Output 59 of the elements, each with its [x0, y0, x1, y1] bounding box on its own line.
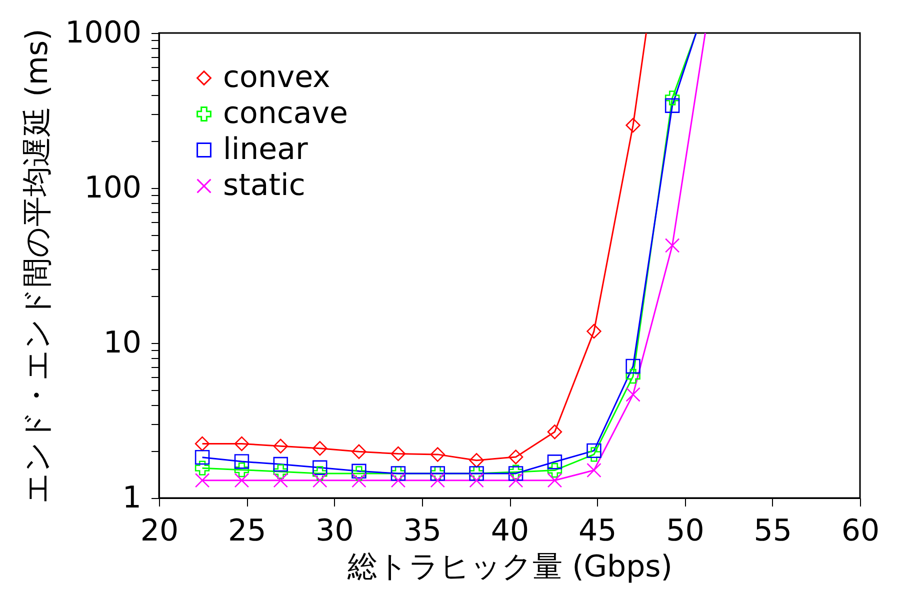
point	[664, 90, 680, 106]
point	[352, 444, 366, 460]
point	[194, 460, 210, 476]
point	[234, 454, 250, 469]
point	[194, 450, 210, 465]
point	[626, 118, 640, 133]
y-axis-title: エンド・エンド間の平均遅延 (ms)	[20, 28, 56, 504]
point	[547, 472, 562, 488]
point	[352, 472, 366, 488]
point	[626, 358, 640, 374]
point	[312, 472, 328, 488]
point	[234, 436, 250, 452]
point	[430, 472, 446, 488]
y-tick-label: 10	[103, 326, 142, 360]
point	[312, 441, 328, 456]
point	[390, 472, 406, 488]
point	[234, 462, 250, 478]
x-axis-title: 総トラヒック量 (Gbps)	[346, 550, 672, 584]
point	[626, 368, 640, 384]
y-tick-label: 1000	[65, 16, 142, 50]
point	[273, 438, 288, 454]
point	[586, 443, 602, 458]
y-tick-label: 1	[122, 480, 142, 516]
point	[194, 472, 210, 488]
point	[547, 424, 562, 440]
legend-label: linear	[223, 132, 309, 167]
x-tick-label: 30	[316, 514, 354, 548]
point	[508, 472, 524, 488]
x-tick-label: 25	[228, 514, 266, 548]
x-tick-label: 60	[841, 514, 880, 548]
point	[586, 462, 602, 478]
point	[664, 238, 680, 253]
point	[312, 460, 328, 475]
point	[273, 456, 288, 472]
x-tick-label: 40	[490, 514, 530, 548]
point	[194, 436, 210, 452]
point	[430, 447, 446, 462]
x-tick-label: 45	[578, 514, 617, 548]
point	[312, 466, 328, 481]
point	[626, 387, 640, 402]
point	[273, 472, 288, 488]
point	[390, 446, 406, 462]
point	[469, 472, 484, 488]
point	[547, 454, 562, 470]
legend-label: concave	[223, 96, 348, 131]
legend-label: static	[223, 168, 306, 203]
point	[273, 464, 288, 479]
point	[586, 324, 602, 339]
point	[469, 452, 484, 468]
legend-label: convex	[223, 60, 330, 95]
x-tick-label: 20	[140, 514, 179, 548]
point	[234, 472, 250, 488]
y-tick-label: 100	[84, 170, 142, 206]
point	[508, 450, 524, 464]
point	[547, 462, 562, 478]
point	[664, 98, 680, 113]
x-tick-label: 55	[754, 514, 792, 548]
x-tick-label: 35	[403, 514, 442, 548]
x-tick-label: 50	[666, 514, 704, 548]
